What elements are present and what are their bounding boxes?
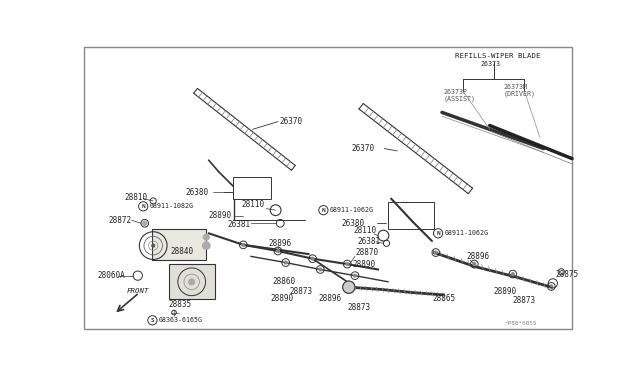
Text: FRONT: FRONT [126, 288, 148, 294]
Circle shape [319, 268, 322, 271]
Circle shape [284, 261, 287, 264]
Text: N: N [321, 208, 325, 213]
Text: 26373M: 26373M [504, 84, 527, 90]
Bar [388, 202, 435, 230]
Circle shape [152, 244, 155, 247]
Text: 28860: 28860 [273, 277, 296, 286]
Text: 28890: 28890 [270, 294, 293, 303]
Text: 28873: 28873 [513, 296, 536, 305]
Text: 28870: 28870 [355, 248, 378, 257]
Circle shape [202, 242, 210, 250]
Text: 28872: 28872 [109, 216, 132, 225]
Circle shape [353, 274, 356, 277]
Bar [232, 177, 271, 199]
Circle shape [511, 273, 515, 276]
Text: 28896: 28896 [467, 252, 490, 261]
Text: 28896: 28896 [269, 239, 292, 248]
Text: 08363-6165G: 08363-6165G [159, 317, 203, 323]
Text: 28890: 28890 [353, 260, 376, 269]
Text: 08911-1062G: 08911-1062G [444, 230, 488, 236]
Text: S: S [150, 318, 154, 323]
Text: 26381: 26381 [227, 220, 250, 229]
Circle shape [276, 250, 280, 253]
Text: REFILLS-WIPER BLADE: REFILLS-WIPER BLADE [455, 53, 541, 59]
Text: (ASSIST): (ASSIST) [444, 95, 476, 102]
Circle shape [435, 251, 437, 254]
Circle shape [143, 221, 147, 225]
Bar [168, 264, 215, 299]
Text: 28890: 28890 [493, 286, 516, 295]
Text: 28875: 28875 [555, 270, 579, 279]
Text: 28896: 28896 [319, 294, 342, 303]
Text: 26373P: 26373P [444, 89, 467, 95]
Text: 28865: 28865 [432, 294, 455, 303]
Text: 26380: 26380 [342, 219, 365, 228]
Circle shape [550, 285, 553, 288]
Text: 28810: 28810 [124, 193, 147, 202]
Text: 08911-1062G: 08911-1062G [330, 207, 374, 213]
Text: 28890: 28890 [209, 211, 232, 220]
Text: N: N [436, 231, 440, 236]
Circle shape [242, 243, 245, 246]
Circle shape [189, 279, 195, 285]
Circle shape [342, 281, 355, 294]
Text: (DRIVER): (DRIVER) [504, 91, 536, 97]
Text: 26370: 26370 [351, 144, 374, 153]
Text: 28873: 28873 [348, 304, 371, 312]
Circle shape [204, 234, 209, 240]
Text: N: N [141, 204, 145, 209]
Text: 28060A: 28060A [97, 271, 125, 280]
Circle shape [346, 263, 349, 266]
Text: 28110: 28110 [353, 227, 376, 235]
Text: 08911-1082G: 08911-1082G [149, 203, 193, 209]
Circle shape [311, 257, 314, 260]
Text: 28840: 28840 [170, 247, 193, 256]
Text: 26370: 26370 [280, 117, 303, 126]
Text: 28873: 28873 [289, 286, 312, 295]
Bar [152, 230, 206, 260]
Text: 26380: 26380 [186, 188, 209, 197]
Text: 28110: 28110 [242, 200, 265, 209]
Circle shape [473, 263, 476, 266]
Text: 26381: 26381 [357, 237, 380, 246]
Text: 26373: 26373 [481, 61, 500, 67]
Text: 28835: 28835 [168, 299, 192, 309]
Text: ^P88*0055: ^P88*0055 [505, 321, 538, 326]
